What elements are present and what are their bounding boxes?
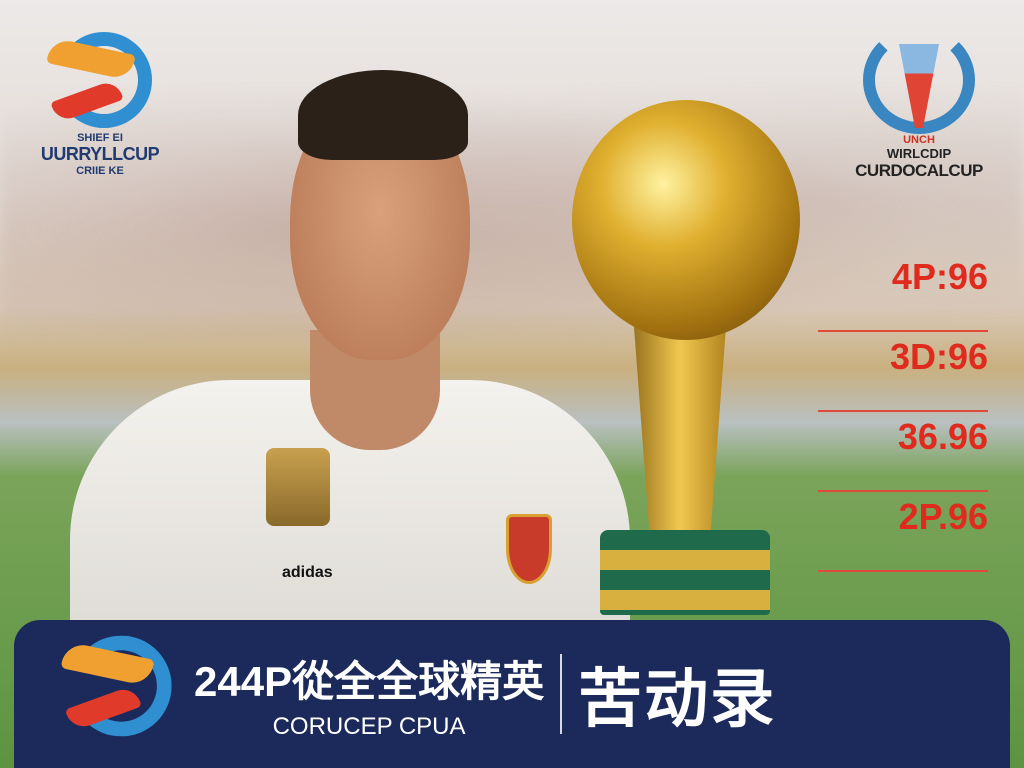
logo-left-bottom-text: CRIIE KE [76, 165, 124, 177]
player-hair [298, 70, 468, 160]
bottom-banner: 244P從全全球精英 CORUCEP CPUA 苦动录 [14, 620, 1010, 768]
logo-left-top-text: SHIEF EI [77, 132, 123, 144]
banner-swirl-logo-icon [52, 634, 182, 754]
gold-badge-icon [266, 448, 330, 526]
score-list: 4P:96 3D:96 36.96 2P.96 [818, 252, 988, 572]
swirl-logo-icon [44, 28, 156, 132]
banner-divider [560, 654, 563, 734]
club-crest-icon [506, 514, 552, 584]
trophy-globe [572, 100, 800, 340]
banner-title: 244P從全全球精英 [194, 657, 545, 705]
score-item: 36.96 [818, 412, 988, 492]
banner-right-text: 苦动录 [578, 663, 777, 735]
football-player: adidas [70, 70, 630, 640]
world-cup-trophy [560, 100, 810, 615]
score-item: 3D:96 [818, 332, 988, 412]
world-cup-emblem: UNCH WIRLCDIP CURDOCALCUP [846, 26, 992, 181]
emblem-small-text: UNCH [903, 134, 935, 146]
score-item: 4P:96 [818, 252, 988, 332]
emblem-line2: CURDOCALCUP [855, 161, 983, 180]
shirt-brand-logo: adidas [282, 564, 333, 581]
cup-logo-left: SHIEF EI UURRYLLCUP CRIIE KE [40, 28, 160, 177]
emblem-line1: WIRLCDIP [886, 146, 952, 161]
banner-subtitle: CORUCEP CPUA [272, 712, 466, 740]
score-item: 2P.96 [818, 492, 988, 572]
stadium-crowd-background [0, 60, 1024, 340]
trophy-stem [632, 300, 728, 540]
logo-left-main-text: UURRYLLCUP [40, 144, 160, 164]
emblem-icon [863, 26, 975, 134]
trophy-base [600, 530, 770, 615]
